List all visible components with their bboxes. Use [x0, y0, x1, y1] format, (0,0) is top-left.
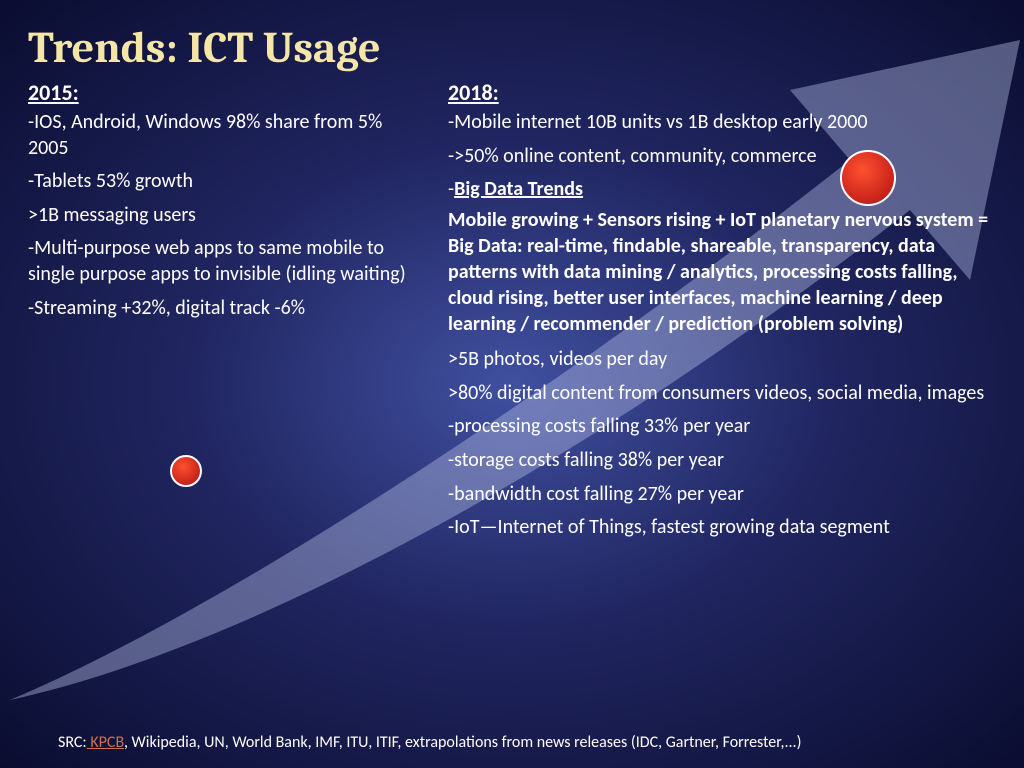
bullet: -IoT—Internet of Things, fastest growing… — [448, 515, 998, 541]
bullet: -Streaming +32%, digital track -6% — [28, 296, 418, 322]
bullet: -Tablets 53% growth — [28, 169, 418, 195]
marker-dot-2015 — [170, 455, 202, 487]
column-2015: 2015: -IOS, Android, Windows 98% share f… — [28, 79, 418, 549]
marker-dot-2018 — [840, 150, 896, 206]
source-link[interactable]: KPCB — [87, 733, 124, 752]
big-data-heading: -Big Data Trends — [448, 177, 998, 201]
year-heading-2018: 2018: — [448, 79, 998, 106]
source-prefix: SRC: — [58, 733, 87, 752]
year-heading-2015: 2015: — [28, 79, 418, 106]
bullet: >80% digital content from consumers vide… — [448, 381, 998, 407]
bullet: >1B messaging users — [28, 203, 418, 229]
source-rest: , Wikipedia, UN, World Bank, IMF, ITU, I… — [124, 733, 802, 752]
slide-title: Trends: ICT Usage — [0, 0, 1024, 73]
big-data-paragraph: Mobile growing + Sensors rising + IoT pl… — [448, 207, 998, 337]
source-citation: SRC: KPCB, Wikipedia, UN, World Bank, IM… — [58, 733, 801, 752]
bullet: -IOS, Android, Windows 98% share from 5%… — [28, 110, 418, 161]
bullet: >5B photos, videos per day — [448, 347, 998, 373]
bullet: -bandwidth cost falling 27% per year — [448, 482, 998, 508]
bullet: -storage costs falling 38% per year — [448, 448, 998, 474]
bullet: -Mobile internet 10B units vs 1B desktop… — [448, 110, 998, 136]
column-2018: 2018: -Mobile internet 10B units vs 1B d… — [448, 79, 998, 549]
bullet: ->50% online content, community, commerc… — [448, 144, 998, 170]
bullet: -Multi-purpose web apps to same mobile t… — [28, 236, 418, 287]
bullet: -processing costs falling 33% per year — [448, 414, 998, 440]
